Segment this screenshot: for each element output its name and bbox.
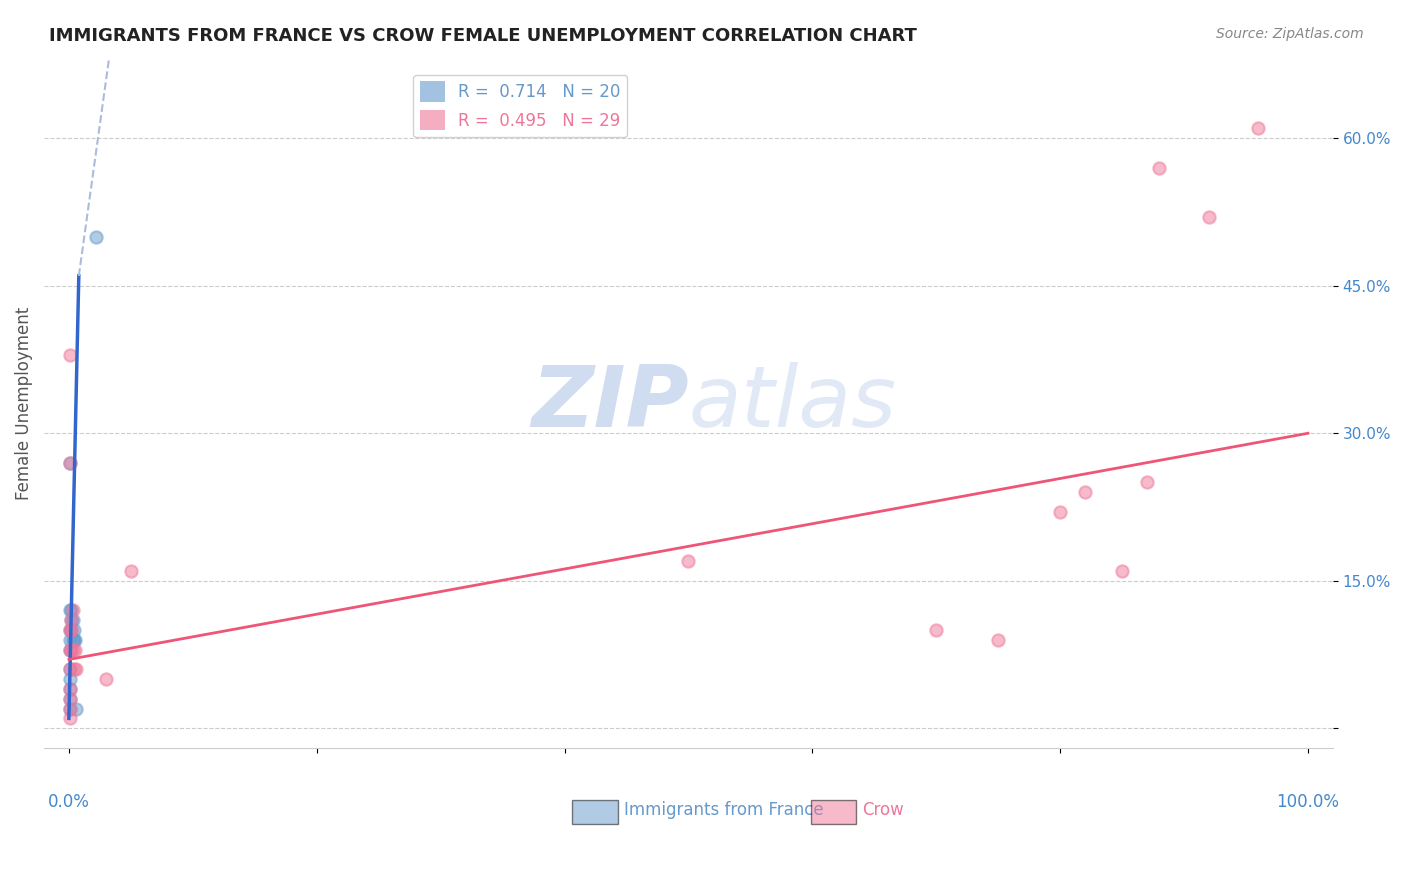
FancyBboxPatch shape [811,799,856,823]
Text: ZIP: ZIP [531,362,689,445]
Point [59,456,82,470]
Point [59,691,82,706]
Point [65,701,87,715]
Text: Crow: Crow [862,801,904,819]
Point [59,662,82,676]
Point [59,348,82,362]
Point [1049,505,1071,519]
Point [94,672,117,686]
Point [60,613,83,627]
Point [63,662,86,676]
Point [60,623,83,637]
Point [60,642,83,657]
Point [59,623,82,637]
Point [59,691,82,706]
Point [1149,161,1171,175]
Point [59,603,82,617]
Point [59,681,82,696]
Point [60,623,83,637]
Point [678,554,700,568]
Point [63,632,86,647]
Point [62,642,84,657]
Text: IMMIGRANTS FROM FRANCE VS CROW FEMALE UNEMPLOYMENT CORRELATION CHART: IMMIGRANTS FROM FRANCE VS CROW FEMALE UN… [49,27,917,45]
Legend: R =  0.714   N = 20, R =  0.495   N = 29: R = 0.714 N = 20, R = 0.495 N = 29 [413,75,627,137]
Point [59,701,82,715]
Point [1247,121,1270,136]
Text: Source: ZipAtlas.com: Source: ZipAtlas.com [1216,27,1364,41]
Point [59,632,82,647]
Text: Immigrants from France: Immigrants from France [624,801,824,819]
Point [63,642,86,657]
Point [60,603,83,617]
Point [62,632,84,647]
Point [62,613,84,627]
Point [59,642,82,657]
Text: atlas: atlas [689,362,897,445]
Point [84,229,107,244]
Point [59,456,82,470]
Point [65,662,87,676]
FancyBboxPatch shape [572,799,617,823]
Point [59,623,82,637]
Point [1198,210,1220,224]
Point [925,623,948,637]
Point [63,623,86,637]
Point [59,642,82,657]
Point [60,613,83,627]
Point [1136,475,1159,490]
Point [987,632,1010,647]
Point [59,662,82,676]
Point [59,672,82,686]
Point [1111,564,1133,578]
Y-axis label: Female Unemployment: Female Unemployment [15,307,32,500]
Text: 100.0%: 100.0% [1277,793,1340,811]
Point [62,603,84,617]
Point [59,711,82,725]
Text: 0.0%: 0.0% [48,793,90,811]
Point [59,701,82,715]
Point [63,632,86,647]
Point [1074,485,1097,500]
Point [120,564,142,578]
Point [59,681,82,696]
